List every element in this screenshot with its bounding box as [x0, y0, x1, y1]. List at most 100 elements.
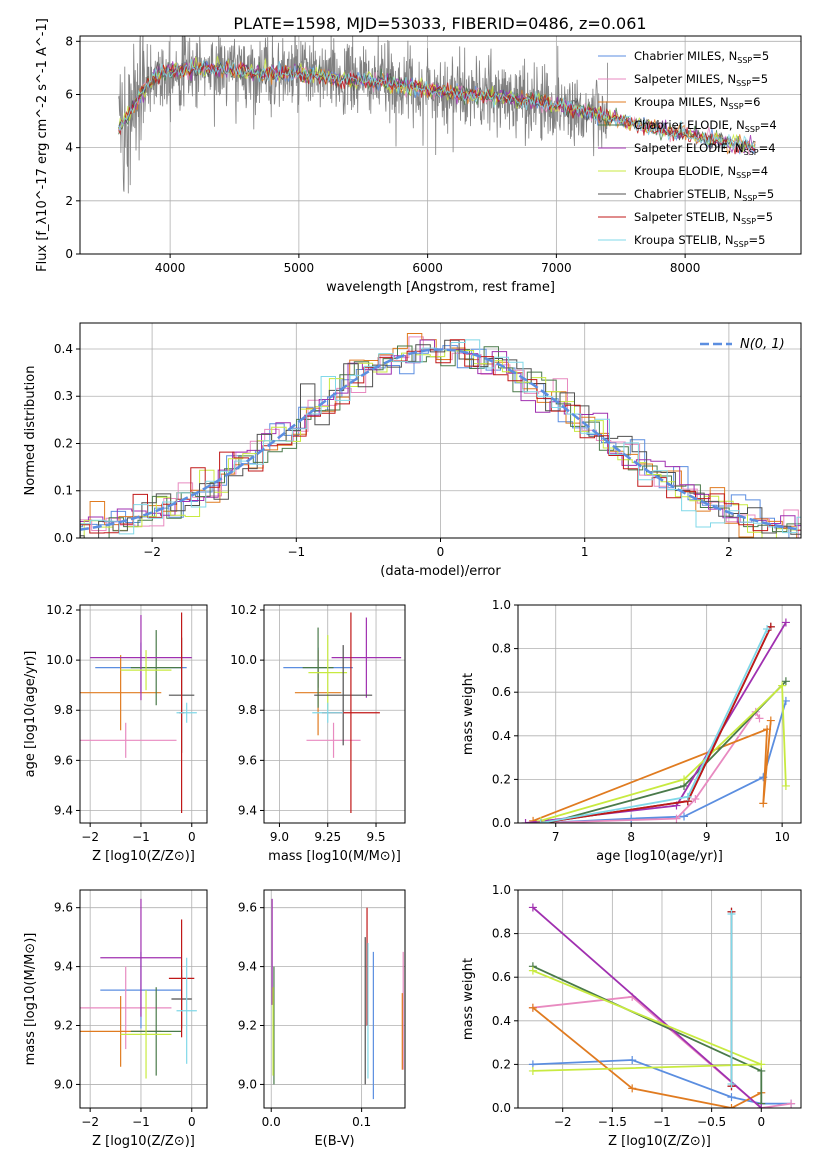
spectrum-panel: 4000 5000 6000 7000 8000 0 2 4 6 8 wavelength [Ang…	[35, 18, 802, 295]
mass-weight-marker	[759, 799, 768, 808]
x-tick-label: 7000	[541, 261, 572, 275]
x-tick-label: 10	[774, 830, 789, 844]
legend-sub: SSP	[741, 217, 756, 226]
y-tick-label: 0.6	[492, 685, 511, 699]
gaussian-legend-label: N(0, 1)	[740, 337, 785, 352]
legend-name: Kroupa MILES, N	[634, 95, 729, 109]
x-tick-label: −1	[287, 545, 305, 559]
spectrum-frame	[79, 35, 802, 255]
mass-weight-series-line	[532, 720, 772, 822]
x-tick-label: 0	[188, 1115, 196, 1129]
legend-val: =6	[744, 95, 761, 109]
legend-name: Chabrier ELODIE, N	[634, 118, 745, 132]
y-axis-label: age [log10(age/yr)]	[23, 651, 38, 778]
residuals-panel: −2 −1 0 1 2 0.0 0.1 0.2 0.3 0.4 (data-model)/error…	[23, 322, 802, 579]
y-axis-label: mass weight	[461, 958, 476, 1040]
legend-name: Chabrier MILES, N	[634, 49, 737, 63]
age-vs-mass-frame	[263, 604, 406, 824]
legend-sub: SSP	[729, 102, 744, 111]
y-tick-label: 9.6	[238, 901, 257, 915]
x-tick-label: 0.1	[352, 1115, 371, 1129]
legend-sub: SSP	[737, 56, 752, 65]
mass-weight-marker	[691, 795, 700, 804]
y-tick-label: 1.0	[492, 598, 511, 612]
x-tick-label: −2	[81, 1115, 99, 1129]
age-vs-mass-grid	[264, 605, 405, 823]
legend-name: Kroupa STELIB, N	[634, 233, 734, 247]
y-tick-label: 8	[65, 34, 73, 48]
mass-vs-EBV-grid	[264, 890, 405, 1108]
x-axis-label: age [log10(age/yr)]	[596, 849, 723, 864]
y-tick-label: 4	[65, 141, 73, 155]
x-tick-label: 9.0	[270, 830, 289, 844]
x-axis-label: Z [log10(Z/Z⊙)]	[608, 1134, 711, 1149]
massweight-vs-age-grid	[518, 604, 801, 824]
legend-name: Salpeter MILES, N	[634, 72, 736, 86]
y-tick-label: 2	[65, 194, 73, 208]
y-tick-label: 9.6	[54, 901, 73, 915]
y-axis-label: mass [log10(M/M⊙)]	[23, 933, 38, 1066]
legend-name: Kroupa ELODIE, N	[634, 164, 736, 178]
mass-vs-Z-panel: −2 −1 0 9.0 9.2 9.4 9.6 Z [log10(Z/Z⊙)] mass [lo…	[23, 889, 208, 1149]
y-tick-label: 0.4	[492, 1014, 511, 1028]
x-tick-label: 8	[627, 830, 635, 844]
x-tick-label: −2	[143, 545, 161, 559]
mass-weight-series-line	[532, 1007, 762, 1108]
y-tick-label: 9.6	[238, 753, 257, 767]
mass-weight-marker	[528, 903, 537, 912]
mass-weight-marker	[787, 1099, 796, 1108]
residual-histogram	[80, 339, 801, 538]
x-tick-label: −2	[554, 1115, 572, 1129]
x-tick-label: 2	[725, 545, 733, 559]
x-tick-label: −1	[132, 830, 150, 844]
massweight-vs-Z-grid	[518, 889, 801, 1109]
legend-sub: SSP	[736, 79, 751, 88]
mass-weight-marker	[528, 1003, 537, 1012]
age-vs-Z-marks	[80, 612, 197, 813]
mass-weight-marker	[628, 1056, 637, 1065]
x-tick-label: 0	[437, 545, 445, 559]
mass-weight-marker	[528, 966, 537, 975]
massweight-vs-age-panel: 7 8 9 10 0.0 0.2 0.4 0.6 0.8 1.0 age [log10(age/yr…	[461, 598, 802, 864]
mass-weight-marker	[757, 1104, 766, 1108]
y-tick-label: 0.1	[54, 484, 73, 498]
y-axis-label: Flux [f_λ10^-17 erg cm^-2 s^-1 A^-1]	[35, 18, 50, 272]
mass-weight-marker	[680, 775, 689, 784]
mass-weight-marker	[521, 819, 530, 823]
mass-vs-Z-frame	[79, 889, 208, 1109]
x-tick-label: 6000	[412, 261, 443, 275]
y-tick-label: 9.0	[238, 1077, 257, 1091]
y-axis-label: Normed distribution	[23, 366, 38, 496]
y-tick-label: 10.2	[46, 603, 73, 617]
residual-histogram	[80, 345, 801, 538]
x-tick-label: −1	[132, 1115, 150, 1129]
mass-vs-EBV-panel: 0.0 0.1 9.0 9.2 9.4 9.6 E(B-V)	[238, 889, 406, 1149]
legend-sub: SSP	[736, 171, 751, 180]
mass-weight-marker	[727, 1093, 736, 1102]
legend-val: =4	[760, 118, 777, 132]
x-axis-label: mass [log10(M/M⊙)]	[268, 849, 401, 864]
y-tick-label: 0.0	[492, 1101, 511, 1115]
y-tick-label: 1.0	[492, 883, 511, 897]
massweight-vs-Z-panel: −2 −1.5 −1 −0.5 0 0.0 0.2 0.4 0.6 0.8 1.0 Z [log10(…	[461, 883, 802, 1149]
legend-entry: Kroupa STELIB, NSSP=5	[634, 233, 765, 249]
model-spectrum-line	[118, 59, 756, 150]
y-tick-label: 10.0	[46, 653, 73, 667]
x-tick-label: −0.5	[697, 1115, 726, 1129]
legend-sub: SSP	[734, 240, 749, 249]
y-tick-label: 10.0	[230, 653, 257, 667]
mass-weight-marker	[529, 816, 538, 823]
mass-weight-marker	[766, 716, 775, 725]
y-tick-label: 9.4	[54, 803, 73, 817]
x-axis-label: wavelength [Angstrom, rest frame]	[326, 280, 555, 295]
y-tick-label: 0.0	[492, 816, 511, 830]
mass-vs-EBV-marks	[271, 898, 404, 1100]
spectrum-marks	[118, 36, 756, 194]
legend-val: =5	[757, 187, 774, 201]
mass-weight-marker	[528, 1066, 537, 1075]
legend-sub: SSP	[744, 148, 759, 157]
mass-vs-EBV-frame	[263, 889, 406, 1109]
x-tick-label: −2	[81, 830, 99, 844]
mass-weight-marker	[781, 677, 790, 686]
